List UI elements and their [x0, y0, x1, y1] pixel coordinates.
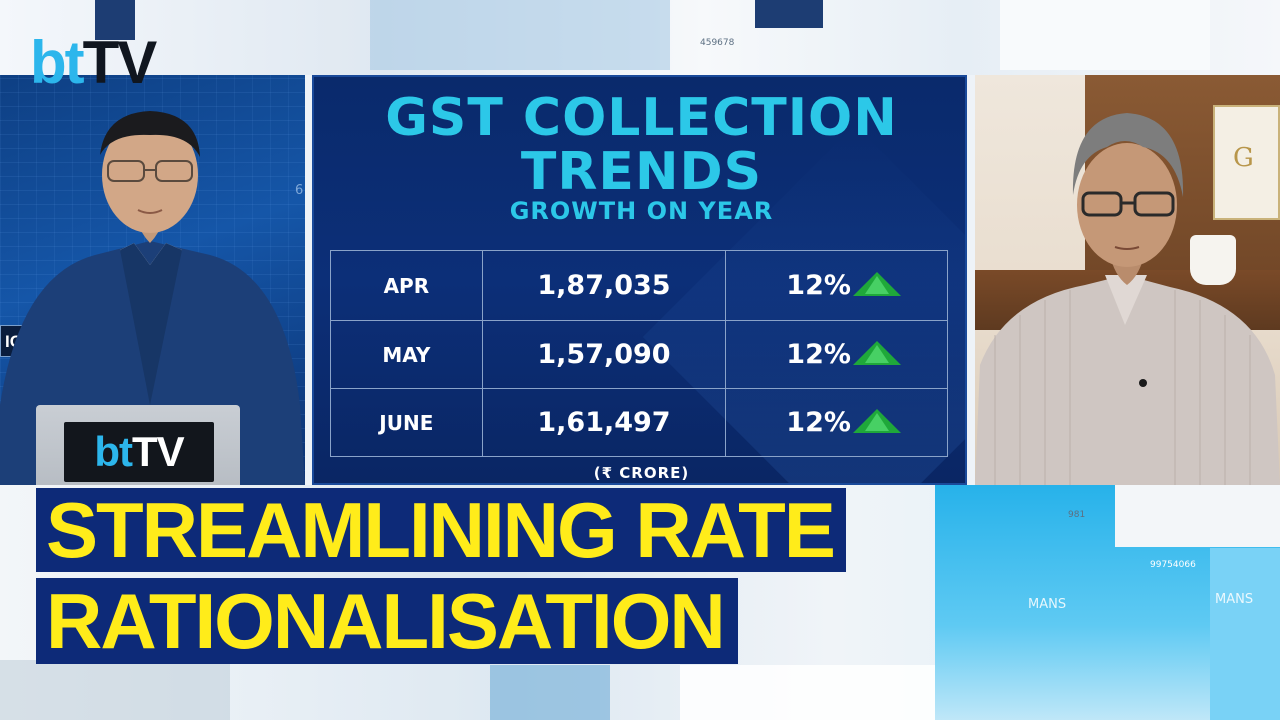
- background-block: [0, 660, 230, 720]
- growth-cell: 12%: [725, 388, 948, 457]
- bttv-logo: btTV: [30, 28, 158, 98]
- headline-line-1: STREAMLINING RATE: [36, 488, 846, 572]
- growth-value: 12%: [786, 339, 851, 370]
- background-block: [755, 0, 823, 28]
- month-cell: APR: [330, 250, 483, 321]
- guest-person: [975, 113, 1280, 485]
- growth-value: 12%: [786, 407, 851, 438]
- amount-cell: 1,57,090: [481, 320, 727, 389]
- guest-video-panel: G: [975, 75, 1280, 485]
- table-row: APR 1,87,035 12%: [330, 250, 948, 321]
- background-number: 981: [1068, 510, 1086, 520]
- background-block: [1000, 0, 1210, 70]
- background-block: [1115, 485, 1280, 547]
- amount-cell: 1,61,497: [481, 388, 727, 457]
- table-row: JUNE 1,61,497 12%: [330, 388, 948, 457]
- gst-title: GST COLLECTION TRENDS: [314, 88, 965, 202]
- frame-letter: G: [1233, 143, 1254, 173]
- gst-title-line2: TRENDS: [520, 142, 763, 202]
- background-block: [490, 665, 610, 720]
- up-arrow-icon: [852, 409, 901, 433]
- gst-subtitle: GROWTH ON YEAR: [509, 197, 774, 225]
- gst-graphic-panel: GST COLLECTION TRENDS GROWTH ON YEAR APR…: [312, 75, 967, 485]
- anchor-video-panel: 6 ICS: [0, 75, 305, 485]
- growth-value: 12%: [786, 270, 851, 301]
- background-number: 459678: [700, 38, 735, 48]
- headline-line-2: RATIONALISATION: [36, 578, 738, 664]
- gst-table: APR 1,87,035 12% MAY 1,57,090 12% JUNE 1…: [330, 250, 948, 457]
- laptop-logo-tv: TV: [131, 428, 185, 475]
- wall-frame: [1213, 105, 1280, 220]
- amount-cell: 1,87,035: [481, 250, 727, 321]
- background-label: MANS: [1028, 597, 1067, 612]
- background-number: 6: [295, 183, 304, 198]
- vase: [1190, 235, 1236, 285]
- gst-title-line1: GST COLLECTION: [385, 88, 898, 148]
- laptop-bttv-logo: btTV: [64, 422, 214, 482]
- logo-bt: bt: [30, 29, 85, 96]
- background-block: [680, 665, 940, 720]
- background-label: MANS: [1215, 592, 1254, 607]
- background-number: 99754066: [1150, 560, 1196, 570]
- growth-cell: 12%: [725, 250, 948, 321]
- table-row: MAY 1,57,090 12%: [330, 320, 948, 389]
- growth-cell: 12%: [725, 320, 948, 389]
- up-arrow-icon: [852, 341, 901, 365]
- month-cell: MAY: [330, 320, 483, 389]
- background-block: [370, 0, 670, 70]
- month-cell: JUNE: [330, 388, 483, 457]
- background-block: [95, 0, 135, 40]
- up-arrow-icon: [852, 272, 901, 296]
- background-block: [1210, 548, 1280, 720]
- unit-label: (₹ CRORE): [593, 464, 690, 482]
- logo-tv: TV: [82, 29, 158, 96]
- laptop-logo-bt: bt: [94, 428, 133, 475]
